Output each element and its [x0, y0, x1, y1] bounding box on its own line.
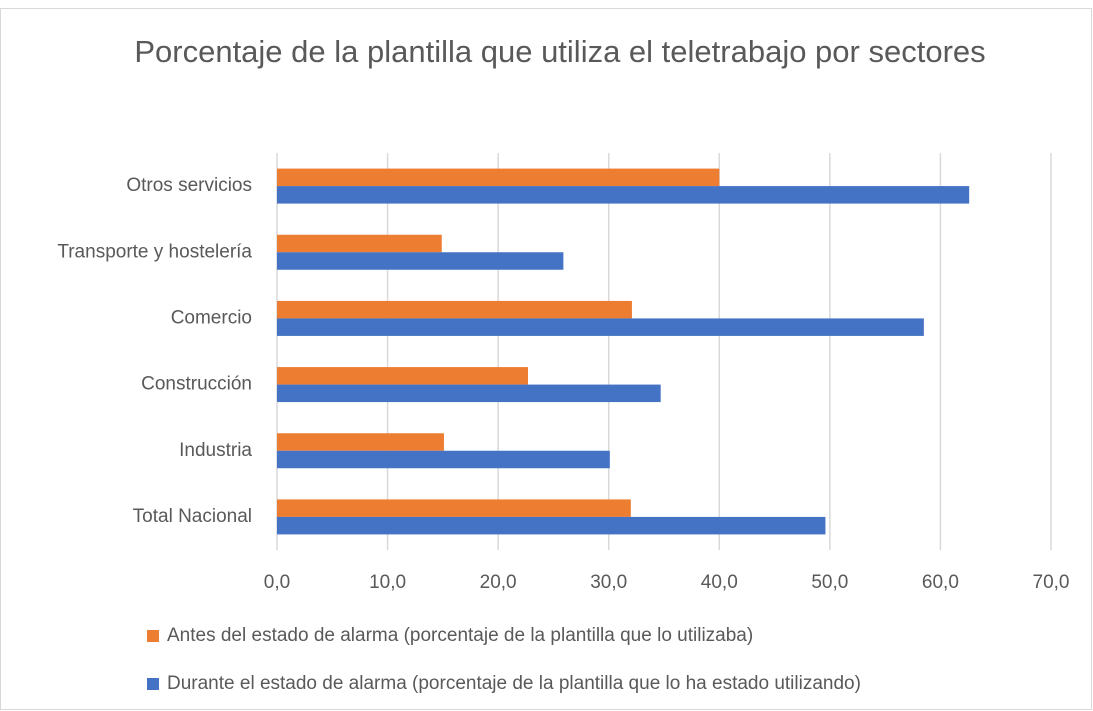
bar [277, 450, 610, 469]
x-tick-label: 30,0 [590, 572, 627, 593]
y-tick-label: Construcción [141, 374, 252, 395]
bar [277, 516, 826, 535]
legend-swatch [147, 630, 159, 642]
chart-title: Porcentaje de la plantilla que utiliza e… [134, 34, 986, 69]
x-tick-label: 40,0 [701, 572, 738, 593]
bar [277, 234, 442, 253]
x-tick-label: 70,0 [1033, 572, 1070, 593]
legend-label: Antes del estado de alarma (porcentaje d… [167, 625, 753, 646]
x-tick-label: 20,0 [480, 572, 517, 593]
y-tick-label: Total Nacional [133, 506, 252, 527]
bar [277, 252, 564, 270]
bar [277, 499, 631, 517]
x-tick-label: 50,0 [811, 572, 848, 593]
y-tick-label: Otros servicios [126, 175, 252, 196]
bar [277, 300, 632, 319]
chart-border [0, 8, 1092, 710]
legend-swatch [147, 678, 159, 690]
bar [277, 168, 720, 187]
y-tick-label: Industria [179, 440, 252, 461]
bar [277, 367, 528, 385]
y-tick-label: Transporte y hostelería [57, 241, 252, 262]
y-tick-label: Comercio [171, 307, 252, 328]
bar [277, 186, 970, 204]
bar [277, 384, 661, 403]
legend-label: Durante el estado de alarma (porcentaje … [167, 673, 861, 694]
bar [277, 433, 444, 451]
x-tick-label: 10,0 [369, 572, 406, 593]
x-tick-label: 60,0 [922, 572, 959, 593]
x-tick-label: 0,0 [264, 572, 290, 593]
bar [277, 318, 924, 336]
